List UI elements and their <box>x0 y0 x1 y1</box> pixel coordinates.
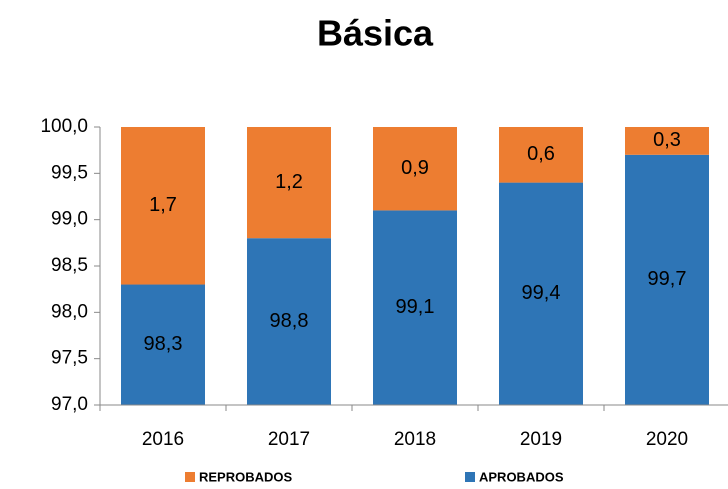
y-tick-label: 99,5 <box>51 162 88 183</box>
bar-segment <box>373 127 457 211</box>
bar-segment <box>247 127 331 239</box>
bar-segment <box>499 182 583 405</box>
data-label: 0,3 <box>653 129 681 151</box>
data-label: 1,2 <box>275 171 303 193</box>
bar-segment <box>121 284 205 405</box>
data-label: 98,8 <box>270 310 309 332</box>
x-tick-label: 2019 <box>520 429 562 450</box>
x-tick-label: 2017 <box>268 429 310 450</box>
data-label: 1,7 <box>149 194 177 216</box>
y-tick-label: 98,5 <box>51 255 88 276</box>
y-tick-label: 98,0 <box>51 301 88 322</box>
legend-swatch <box>465 472 475 482</box>
chart-title: Básica <box>317 13 434 54</box>
y-tick-label: 99,0 <box>51 209 88 230</box>
legend-swatch <box>185 472 195 482</box>
data-label: 0,6 <box>527 143 555 165</box>
data-label: 99,7 <box>648 268 687 290</box>
bar-segment <box>625 154 709 405</box>
legend-label: APROBADOS <box>479 469 564 484</box>
legend-label: REPROBADOS <box>199 469 293 484</box>
bar-segment <box>247 238 331 405</box>
x-tick-label: 2016 <box>142 429 184 450</box>
data-label: 98,3 <box>144 333 183 355</box>
data-label: 99,4 <box>522 282 561 304</box>
y-tick-label: 97,5 <box>51 348 88 369</box>
x-tick-label: 2018 <box>394 429 436 450</box>
data-label: 0,9 <box>401 157 429 179</box>
bar-segment <box>121 127 205 285</box>
data-label: 99,1 <box>396 296 435 318</box>
bar-segment <box>625 127 709 155</box>
y-tick-label: 100,0 <box>40 116 88 137</box>
bar-segment <box>373 210 457 405</box>
x-tick-label: 2020 <box>646 429 688 450</box>
y-tick-label: 97,0 <box>51 394 88 415</box>
bar-segment <box>499 127 583 183</box>
